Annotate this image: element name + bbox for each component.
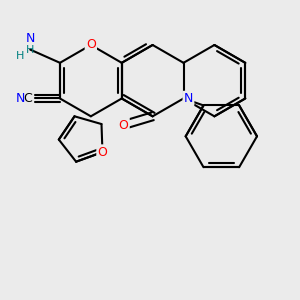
Text: N: N bbox=[15, 92, 25, 105]
Text: O: O bbox=[98, 146, 107, 159]
Text: H: H bbox=[26, 45, 34, 55]
Text: O: O bbox=[118, 118, 128, 131]
Text: O: O bbox=[86, 38, 96, 52]
Text: C: C bbox=[23, 92, 32, 105]
Text: H: H bbox=[16, 51, 25, 61]
Text: N: N bbox=[26, 32, 35, 44]
Text: N: N bbox=[184, 92, 193, 105]
